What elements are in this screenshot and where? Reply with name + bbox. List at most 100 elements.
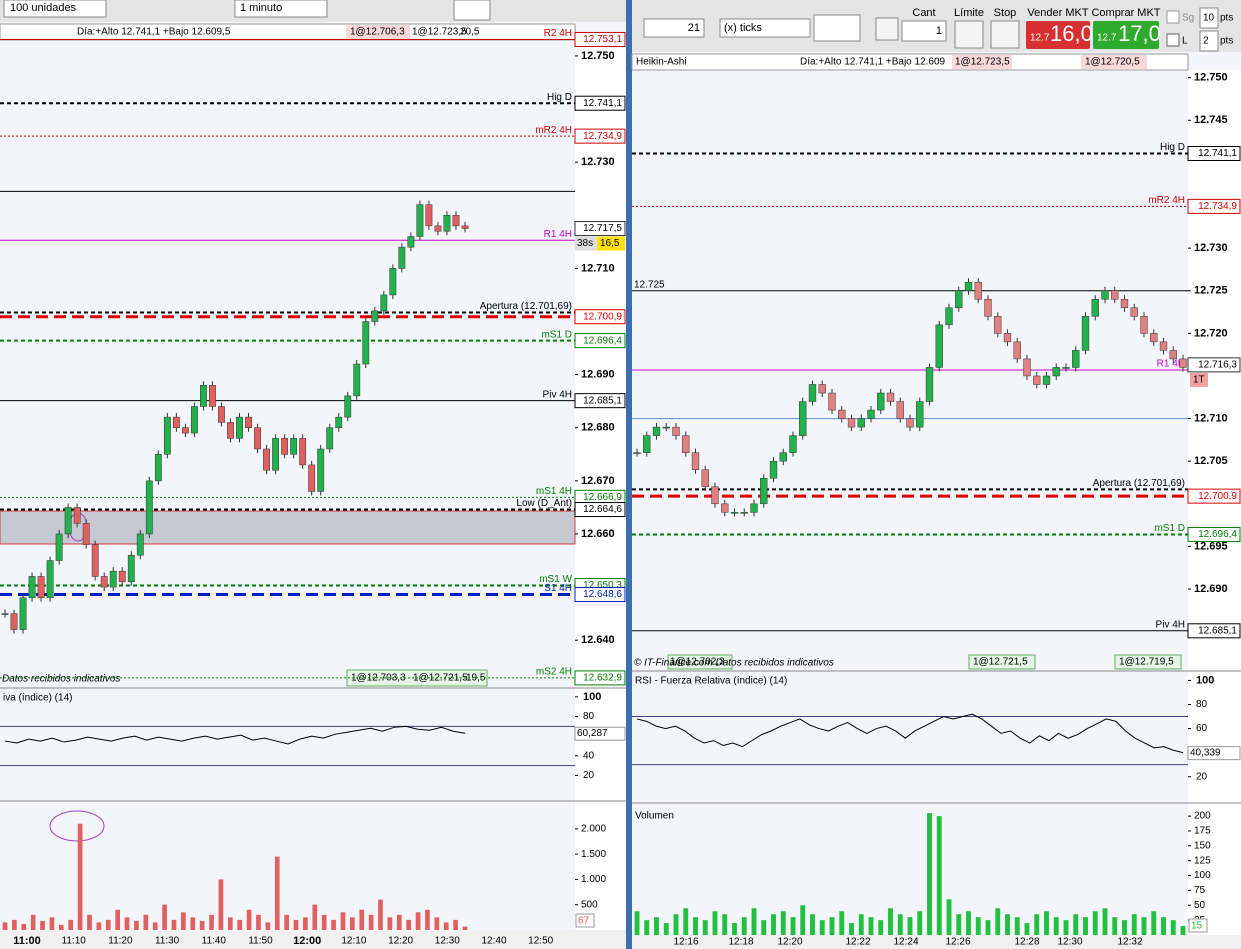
volume-bar (321, 914, 327, 930)
volume-bar (1083, 917, 1088, 935)
volume-bar (849, 923, 854, 935)
volume-bar (30, 914, 36, 930)
volume-bar (246, 909, 252, 930)
last-box (1187, 357, 1241, 373)
quantity: 100 unidades (10, 2, 77, 14)
level-label: 12.734,9 (583, 131, 622, 142)
volume-bar (858, 914, 864, 935)
sell-button[interactable] (1026, 21, 1090, 49)
volume-bar (199, 920, 205, 930)
day-range: Día:+Alto 12.741,1 +Bajo 12.609,5 (77, 27, 231, 38)
volume-bar (105, 919, 111, 930)
buy-button[interactable] (1093, 21, 1159, 49)
volume-last: 15 (1191, 921, 1203, 932)
volume-bar (303, 917, 308, 930)
l-box[interactable] (1199, 30, 1219, 52)
stop-button[interactable] (990, 20, 1020, 49)
y-tick-label: 12.725 (1194, 285, 1228, 297)
sg-box[interactable] (1199, 7, 1219, 29)
y-tick-label: 12.695 (1194, 540, 1228, 552)
quantity-select[interactable] (3, 0, 107, 18)
splitter (626, 0, 632, 949)
candle (1159, 341, 1168, 351)
volume-tick-label: 50 (1194, 900, 1206, 911)
qty-label: Cant (912, 7, 935, 19)
last-label: 12.717,5 (583, 223, 622, 234)
level-box (1187, 526, 1241, 542)
volume-tick-label: 175 (1194, 826, 1211, 837)
volume-bar (209, 914, 214, 930)
level-name: R1 4H (544, 229, 572, 240)
candle (163, 416, 171, 455)
candle (701, 469, 709, 488)
candle (443, 215, 451, 232)
spread: 20,5 (460, 27, 480, 38)
volume-bar (1053, 917, 1059, 935)
chart-type-button[interactable] (813, 14, 861, 42)
level-name: Low (D_Ant) (516, 498, 572, 509)
volume-bar (12, 919, 17, 930)
level-label: 12.741,1 (583, 98, 622, 109)
volume-tick-label: 150 (1194, 840, 1211, 851)
time-label: 12:24 (893, 937, 918, 948)
candle (263, 448, 270, 471)
level-box (1187, 623, 1241, 639)
level-name: Piv 4H (1156, 619, 1185, 630)
rsi-last-box (1187, 746, 1241, 761)
right-axis-bg (1188, 70, 1241, 938)
y-tick-label: 12.730 (1194, 242, 1228, 254)
time-label: 12:32 (1117, 937, 1142, 948)
time-label: 11:30 (155, 936, 180, 947)
candle (974, 281, 982, 300)
candle (398, 246, 406, 269)
qty-box[interactable] (901, 20, 947, 42)
volume-bar (284, 914, 289, 930)
candle (994, 316, 1002, 334)
rsi-tick-label: 20 (583, 770, 595, 781)
time-label: 11:50 (248, 936, 273, 947)
l-checkbox[interactable] (1166, 33, 1180, 47)
candle (73, 507, 81, 524)
y-tick-label: 12.690 (581, 369, 615, 381)
volume-bar (800, 905, 806, 935)
volume-bar (644, 920, 650, 935)
sg-checkbox[interactable] (1166, 10, 1180, 24)
volume-bar (387, 917, 393, 930)
time-label: 11:20 (108, 936, 133, 947)
limit-button[interactable] (954, 20, 984, 49)
chart-title: Heikin-Ashi (636, 57, 687, 68)
volume-bar (1141, 917, 1147, 935)
bid: 1@12.706,3 (350, 27, 405, 38)
candle (1101, 290, 1109, 300)
footer-box (968, 654, 1036, 670)
volume-bar (1024, 923, 1030, 935)
right-header (631, 53, 1189, 71)
ticks-count-box[interactable] (643, 18, 705, 38)
level-label: 12.632,9 (583, 673, 622, 684)
interval-select[interactable] (234, 0, 328, 18)
candle (227, 422, 234, 439)
footer-note: © IT-Finance.com Datos recibidos indicat… (634, 658, 834, 669)
right-time-bg (632, 935, 1241, 949)
candle (906, 418, 914, 428)
time-label: 12:40 (481, 936, 506, 947)
volume-bar (443, 922, 449, 930)
candle (750, 503, 758, 513)
volume-bar (152, 922, 158, 930)
highlight (49, 810, 105, 842)
stop-label: Stop (994, 7, 1017, 19)
footer-spread: 19,5 (466, 673, 486, 684)
volume-bar (134, 920, 139, 930)
candle (730, 512, 739, 514)
candle (82, 523, 90, 545)
chart-type-button[interactable] (453, 0, 491, 21)
candle (896, 401, 904, 419)
volume-bar (312, 904, 318, 930)
candle (916, 401, 924, 428)
candle (209, 384, 216, 407)
ask: 1@12.723,5 (412, 27, 467, 38)
candle (55, 533, 63, 561)
tool-button[interactable] (875, 17, 899, 41)
ticks-unit-select[interactable] (719, 18, 811, 38)
